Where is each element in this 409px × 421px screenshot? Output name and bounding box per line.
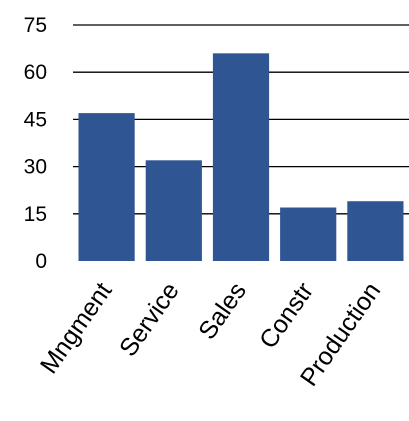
y-tick-label: 75 (24, 14, 47, 37)
y-tick-label: 0 (35, 250, 47, 273)
bar-mngment (78, 113, 135, 262)
x-category-label: Mngment (35, 277, 118, 378)
y-axis-tick-labels: 0 15 30 45 60 75 (24, 14, 47, 273)
bar-production (347, 201, 404, 261)
y-tick-label: 45 (24, 108, 47, 131)
y-tick-label: 15 (24, 203, 47, 226)
bar-service (145, 160, 202, 261)
x-category-label: Sales (193, 277, 252, 344)
y-tick-label: 60 (24, 61, 47, 84)
y-tick-label: 30 (24, 156, 47, 179)
bar-constr (280, 207, 337, 261)
x-category-label: Service (114, 277, 185, 361)
bar-sales (212, 53, 270, 261)
x-category-label: Constr (254, 277, 319, 353)
bars (78, 53, 404, 262)
